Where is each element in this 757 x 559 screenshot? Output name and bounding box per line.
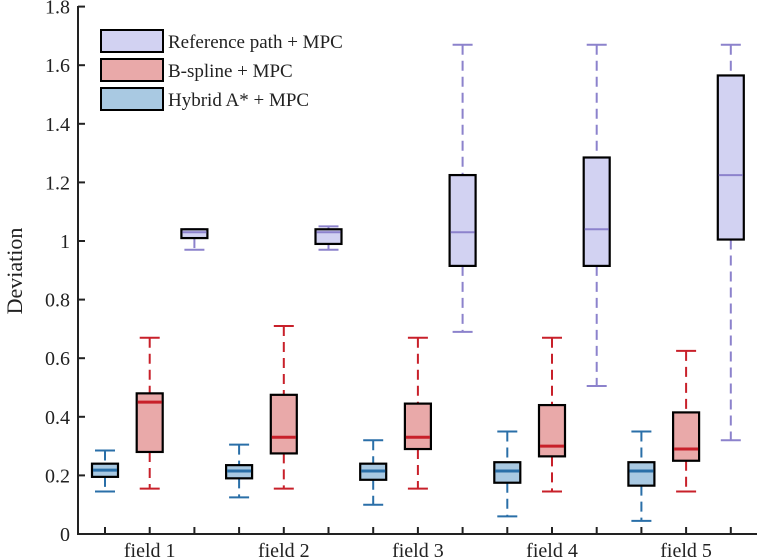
box-b-spline-mpc-5 <box>671 349 701 493</box>
box-reference-path-mpc-2 <box>314 225 343 251</box>
y-tick-label: 0.4 <box>45 407 70 429</box>
iqr-box <box>627 461 656 487</box>
y-tick-label: 0.6 <box>45 348 70 370</box>
legend-swatch <box>100 29 164 53</box>
box-hybrid-a-mpc-4 <box>493 430 522 518</box>
box-reference-path-mpc-5 <box>716 43 745 442</box>
legend-label: Hybrid A* + MPC <box>168 90 309 111</box>
y-tick-label: 1 <box>60 231 70 253</box>
iqr-box <box>403 402 432 451</box>
legend-label: Reference path + MPC <box>168 32 343 53</box>
y-tick-label: 0 <box>60 524 70 546</box>
box-hybrid-a-mpc-5 <box>627 430 656 522</box>
box-b-spline-mpc-2 <box>269 324 298 490</box>
y-tick-label: 1.4 <box>45 114 70 136</box>
legend-swatch <box>100 58 164 82</box>
y-tick-label: 1.8 <box>45 0 70 19</box>
y-tick-label: 1.6 <box>45 55 70 77</box>
x-tick-label: field 1 <box>124 540 176 559</box>
box-b-spline-mpc-4 <box>537 336 567 493</box>
iqr-box <box>671 411 701 462</box>
box-hybrid-a-mpc-3 <box>359 439 388 506</box>
box-reference-path-mpc-1 <box>180 228 209 251</box>
y-axis-label: Deviation <box>2 228 27 315</box>
iqr-box <box>582 156 611 268</box>
y-tick-label: 0.2 <box>45 465 70 487</box>
x-tick-label: field 5 <box>660 540 712 559</box>
iqr-box <box>537 403 567 458</box>
x-tick-label: field 3 <box>392 540 444 559</box>
y-tick-label: 0.8 <box>45 290 70 312</box>
box-reference-path-mpc-3 <box>448 43 477 333</box>
box-hybrid-a-mpc-1 <box>90 449 120 493</box>
iqr-box <box>180 228 209 240</box>
y-tick-label: 1.2 <box>45 172 70 194</box>
legend-label: B-spline + MPC <box>168 61 293 82</box>
iqr-box <box>448 173 477 268</box>
x-tick-label: field 4 <box>526 540 578 559</box>
box-hybrid-a-mpc-2 <box>225 443 254 499</box>
x-tick-label: field 2 <box>258 540 310 559</box>
box-b-spline-mpc-1 <box>135 336 164 490</box>
box-reference-path-mpc-4 <box>582 43 611 388</box>
legend-swatch <box>100 87 164 111</box>
legend: Reference path + MPC B-spline + MPC Hybrid… <box>100 29 343 111</box>
iqr-box <box>716 74 745 241</box>
iqr-box <box>269 393 298 455</box>
box-b-spline-mpc-3 <box>403 336 432 490</box>
